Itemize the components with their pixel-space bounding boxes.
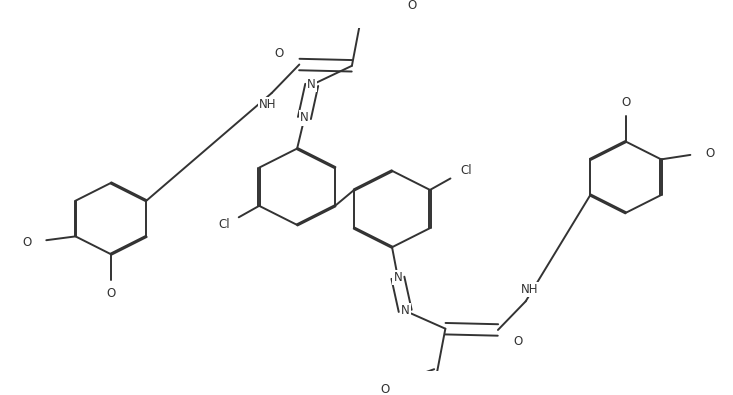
- Text: O: O: [407, 0, 416, 12]
- Text: N: N: [401, 305, 410, 317]
- Text: NH: NH: [520, 283, 538, 296]
- Text: N: N: [307, 78, 316, 91]
- Text: Cl: Cl: [461, 164, 472, 177]
- Text: Cl: Cl: [218, 218, 230, 231]
- Text: O: O: [22, 236, 32, 249]
- Text: O: O: [514, 335, 523, 348]
- Text: O: O: [274, 47, 284, 60]
- Text: N: N: [300, 111, 309, 124]
- Text: O: O: [621, 96, 630, 109]
- Text: O: O: [705, 147, 715, 160]
- Text: N: N: [394, 271, 402, 284]
- Text: O: O: [381, 383, 390, 395]
- Text: NH: NH: [259, 98, 276, 111]
- Text: O: O: [106, 287, 116, 300]
